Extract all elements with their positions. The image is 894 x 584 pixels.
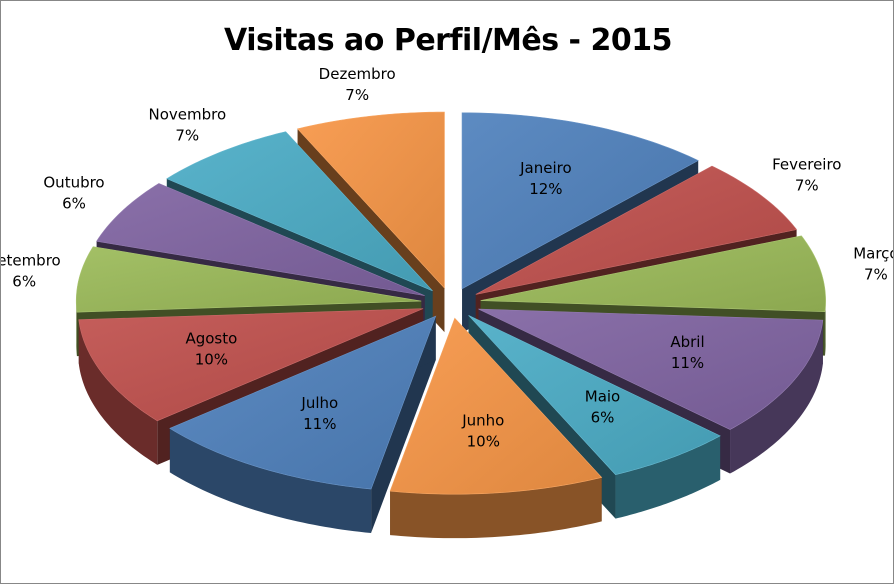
slice-top-layer <box>75 111 826 495</box>
slice-label-value: 11% <box>671 354 704 372</box>
pie-slice-outubro <box>96 183 425 296</box>
slice-outer-wall <box>78 319 158 465</box>
slice-outer-wall <box>169 428 372 534</box>
pie-slice-junho <box>389 317 603 495</box>
slice-label-value: 6% <box>12 273 36 291</box>
slice-outer-wall <box>390 477 602 539</box>
slice-label-category: Outubro <box>43 173 104 191</box>
slice-label-value: 7% <box>795 177 819 195</box>
slice-label-value: 7% <box>864 266 888 284</box>
slice-label-value: 12% <box>529 180 562 198</box>
slice-label-category: Junho <box>461 411 504 429</box>
slice-label-value: 11% <box>303 415 336 433</box>
slice-label-value: 7% <box>175 127 199 145</box>
slice-outer-wall <box>824 298 826 356</box>
slice-outer-wall <box>76 298 77 357</box>
pie-slice-março <box>480 235 826 312</box>
slice-label-value: 6% <box>591 408 615 426</box>
slice-label-value: 6% <box>62 194 86 212</box>
slice-label-category: Abril <box>670 333 704 351</box>
slice-label-category: Fevereiro <box>772 156 841 174</box>
slice-labels: Janeiro 12% Fevereiro 7% Março 7% Abril 11% Maio… <box>1 65 894 451</box>
slice-label-category: Agosto <box>185 329 237 347</box>
pie-slice-setembro <box>75 246 422 313</box>
slice-label-value: 10% <box>195 350 228 368</box>
pie-slice-novembro <box>166 131 433 292</box>
slice-label-category: Dezembro <box>319 65 396 83</box>
slice-label-category: Julho <box>300 394 338 412</box>
slice-label-category: Novembro <box>148 106 226 124</box>
slice-label-category: Março <box>853 245 894 263</box>
pie-slice-janeiro <box>461 112 699 290</box>
pie-slice-abril <box>478 308 824 430</box>
slice-label-category: Setembro <box>1 252 61 270</box>
chart-title: Visitas ao Perfil/Mês - 2015 <box>224 23 672 58</box>
pie-slice-agosto <box>78 308 424 422</box>
slice-label-value: 7% <box>345 86 369 104</box>
pie-slice-dezembro <box>296 111 445 289</box>
slice-outer-wall <box>730 320 823 474</box>
slice-outer-wall <box>615 435 721 519</box>
pie-slice-julho <box>169 315 437 490</box>
slice-label-value: 10% <box>467 432 500 450</box>
slice-side-wall <box>371 316 436 534</box>
pie-slice-maio <box>468 315 721 475</box>
slice-label-category: Janeiro <box>519 159 572 177</box>
slice-label-category: Maio <box>585 387 620 405</box>
pie-slice-fevereiro <box>475 165 798 295</box>
